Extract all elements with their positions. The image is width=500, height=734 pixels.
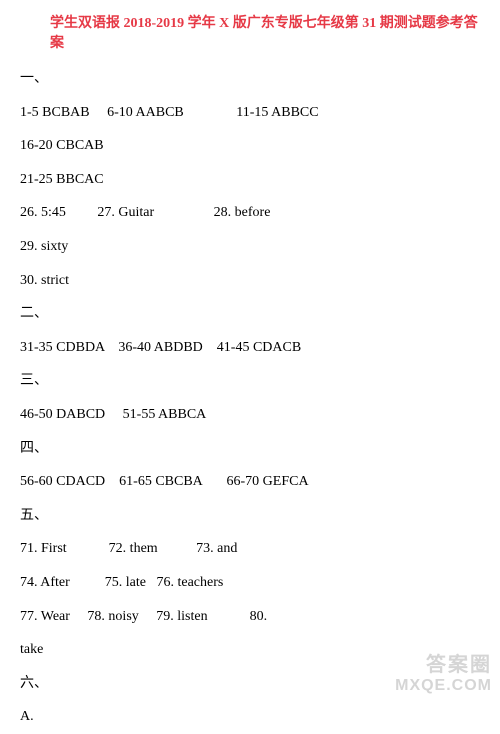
answer-line: 56-60 CDACD 61-65 CBCBA 66-70 GEFCA (20, 465, 480, 499)
section-3-label: 三、 (20, 364, 480, 398)
watermark: 答案圈 MXQE.COM (395, 648, 492, 695)
answer-line: 71. First 72. them 73. and (20, 532, 480, 566)
answer-line: 16-20 CBCAB (20, 129, 480, 163)
answer-line: 31-35 CDBDA 36-40 ABDBD 41-45 CDACB (20, 331, 480, 365)
answer-line: 46-50 DABCD 51-55 ABBCA (20, 398, 480, 432)
answer-line: A. (20, 700, 480, 734)
answer-line: 74. After 75. late 76. teachers (20, 566, 480, 600)
section-2-label: 二、 (20, 297, 480, 331)
answer-line: 1-5 BCBAB 6-10 AABCB 11-15 ABBCC (20, 96, 480, 130)
answer-line: 30. strict (20, 264, 480, 298)
section-5-label: 五、 (20, 499, 480, 533)
answer-line: 21-25 BBCAC (20, 163, 480, 197)
section-1-label: 一、 (20, 62, 480, 96)
document-title: 学生双语报 2018-2019 学年 X 版广东专版七年级第 31 期测试题参考… (20, 12, 480, 52)
section-4-label: 四、 (20, 432, 480, 466)
answer-line: 26. 5:45 27. Guitar 28. before (20, 196, 480, 230)
answer-line: 29. sixty (20, 230, 480, 264)
answer-line: 77. Wear 78. noisy 79. listen 80. (20, 600, 480, 634)
watermark-text-bottom: MXQE.COM (395, 677, 492, 695)
watermark-text-top: 答案圈 (395, 648, 492, 677)
